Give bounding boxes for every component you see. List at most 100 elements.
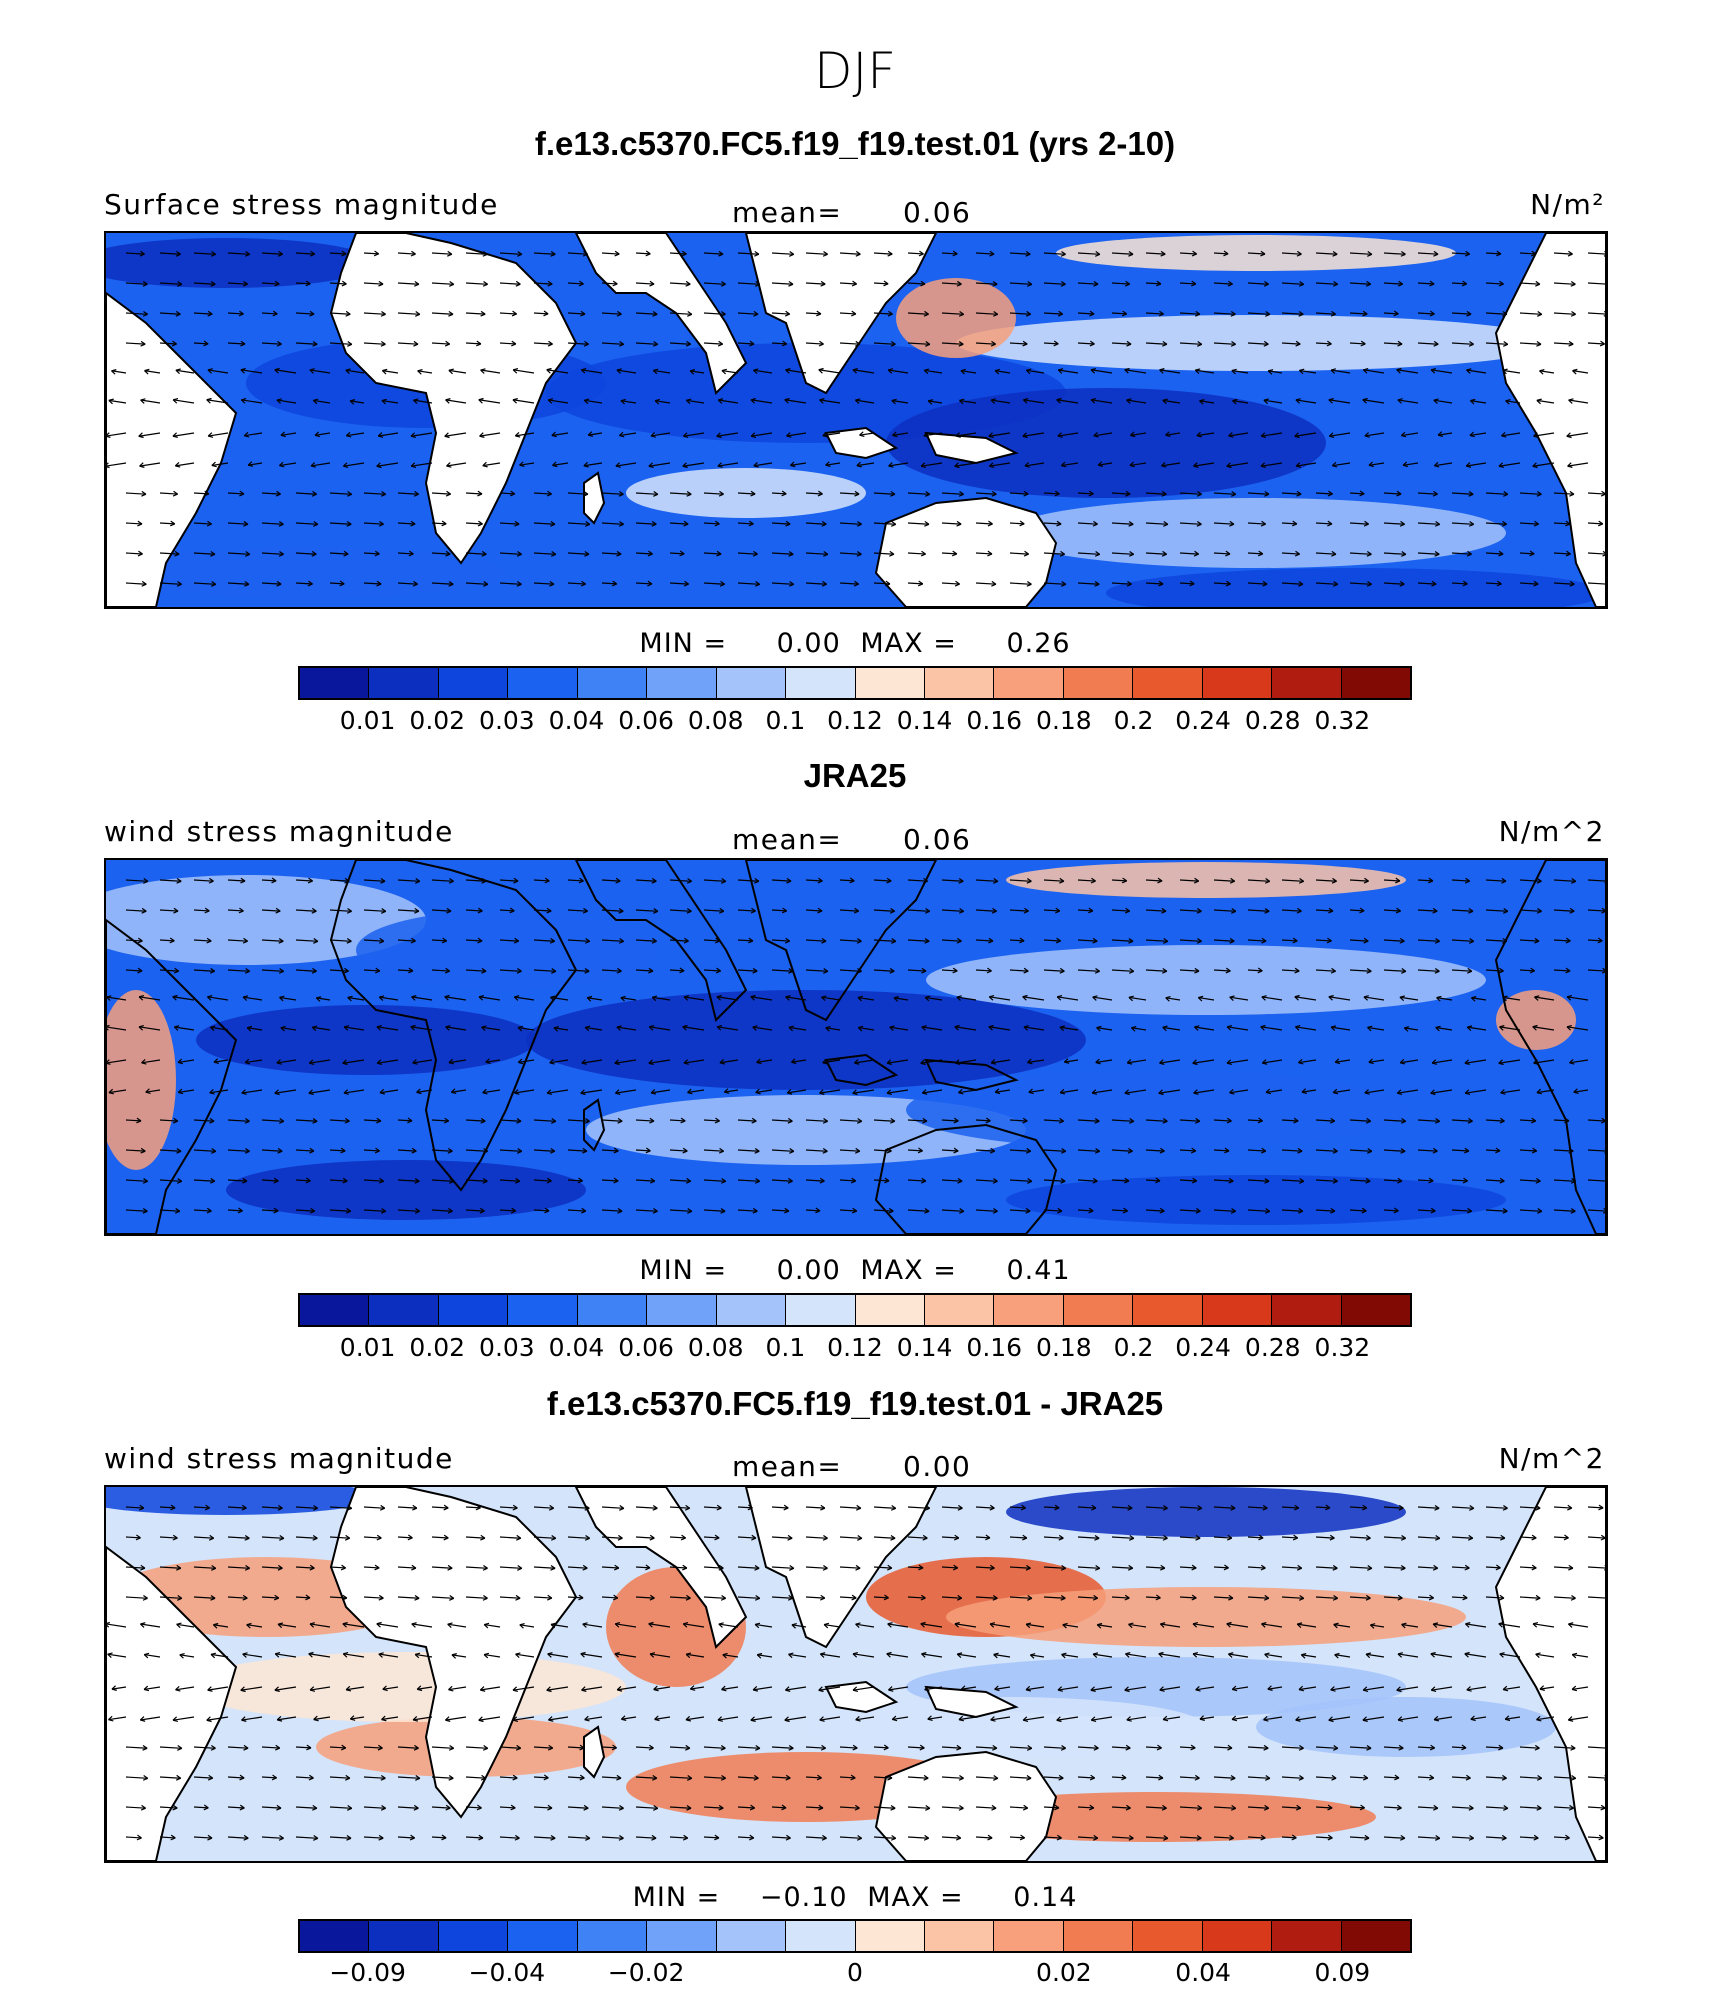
- wind-vector-head: [144, 368, 150, 375]
- wind-vector-head: [1257, 967, 1263, 974]
- wind-vector-head: [1058, 1117, 1065, 1124]
- wind-vector: [227, 492, 245, 495]
- wind-vector: [465, 1596, 488, 1599]
- wind-vector: [1145, 1149, 1165, 1152]
- wind-vector-head: [210, 280, 216, 287]
- wind-vector-head: [1536, 1774, 1543, 1781]
- wind-vector-head: [548, 1716, 554, 1722]
- wind-vector-head: [887, 1774, 893, 1781]
- wind-vector-head: [412, 1059, 418, 1065]
- wind-vector-head: [614, 1059, 620, 1066]
- wind-vector: [1587, 552, 1606, 555]
- wind-vector: [1500, 1089, 1521, 1094]
- wind-vector-head: [1359, 490, 1365, 497]
- wind-vector: [1349, 1149, 1372, 1152]
- wind-vector: [620, 400, 637, 404]
- colorbar-swatch: [1341, 668, 1410, 698]
- wind-vector: [1519, 1149, 1537, 1152]
- wind-vector: [737, 342, 755, 345]
- wind-vector: [1519, 552, 1535, 555]
- wind-vector-head: [1265, 310, 1271, 317]
- wind-vector-head: [1163, 937, 1169, 944]
- wind-vector: [941, 969, 958, 972]
- wind-vector: [757, 1654, 773, 1658]
- wind-vector-head: [1088, 907, 1094, 914]
- wind-vector: [376, 462, 399, 467]
- wind-vector-head: [1226, 462, 1232, 469]
- wind-vector-head: [1261, 1622, 1267, 1628]
- wind-vector: [1009, 1806, 1028, 1809]
- wind-vector: [907, 1119, 928, 1122]
- wind-vector: [635, 522, 657, 525]
- wind-vector-head: [781, 907, 788, 914]
- wind-vector: [1043, 342, 1059, 345]
- wind-vector: [261, 522, 284, 525]
- wind-vector-head: [754, 1147, 760, 1154]
- wind-vector: [1162, 399, 1181, 404]
- wind-vector: [295, 1566, 315, 1569]
- wind-vector: [1587, 1119, 1606, 1122]
- wind-vector: [1077, 1806, 1094, 1809]
- wind-vector-head: [482, 1744, 489, 1751]
- wind-vector: [1061, 1653, 1079, 1658]
- wind-vector: [1192, 1623, 1215, 1628]
- wind-vector-head: [784, 1207, 790, 1214]
- wind-vector-head: [1332, 280, 1339, 287]
- wind-vector-head: [1465, 462, 1472, 468]
- wind-vector: [1111, 252, 1134, 255]
- wind-vector: [615, 1089, 637, 1094]
- wind-vector-head: [547, 1594, 553, 1601]
- wind-vector: [533, 1209, 550, 1212]
- wind-vector-head: [719, 907, 725, 914]
- wind-vector-head: [958, 1715, 964, 1722]
- wind-vector-head: [988, 1024, 994, 1031]
- wind-vector-head: [585, 1834, 591, 1841]
- wind-vector: [617, 1686, 637, 1691]
- wind-vector: [1315, 1776, 1337, 1779]
- wind-vector: [465, 522, 483, 525]
- wind-vector: [1485, 1836, 1507, 1839]
- wind-vector: [1553, 1776, 1576, 1779]
- wind-vector: [141, 1059, 161, 1064]
- wind-vector: [261, 1209, 279, 1212]
- coastline: [329, 860, 578, 1192]
- wind-vector-head: [346, 490, 353, 497]
- wind-vector: [309, 369, 331, 374]
- wind-vector: [343, 1653, 365, 1658]
- coastline: [874, 1123, 1058, 1234]
- wind-vector-head: [1399, 1058, 1406, 1065]
- wind-vector: [975, 939, 994, 942]
- wind-vector: [892, 1716, 909, 1721]
- wind-vector-head: [1298, 1744, 1304, 1751]
- wind-vector: [873, 492, 895, 495]
- wind-vector: [1329, 432, 1351, 437]
- wind-vector: [308, 1089, 331, 1094]
- wind-vector: [635, 282, 655, 285]
- wind-vector: [839, 1506, 861, 1509]
- panel-2-units: N/m^2: [1498, 815, 1605, 848]
- wind-vector-head: [921, 1025, 927, 1031]
- wind-vector: [261, 492, 281, 495]
- wind-vector: [1434, 462, 1453, 467]
- wind-vector-head: [580, 580, 586, 587]
- wind-vector-head: [755, 1744, 761, 1751]
- wind-vector-head: [1225, 967, 1231, 974]
- wind-vector: [703, 1209, 726, 1212]
- wind-vector: [533, 1506, 554, 1509]
- wind-vector: [227, 1179, 247, 1182]
- wind-vector-head: [781, 490, 787, 497]
- wind-vector-head: [920, 1059, 926, 1066]
- colorbar-swatch: [1133, 668, 1203, 698]
- wind-vector: [771, 1596, 793, 1599]
- wind-vector: [703, 552, 722, 555]
- wind-vector-head: [1225, 550, 1231, 557]
- wind-vector-head: [273, 1177, 279, 1184]
- wind-vector-head: [993, 1774, 999, 1781]
- wind-vector: [1519, 1596, 1541, 1599]
- wind-vector: [1179, 312, 1200, 315]
- wind-vector: [159, 1506, 176, 1509]
- wind-vector-head: [788, 550, 794, 557]
- wind-vector: [499, 492, 515, 495]
- wind-vector-head: [1292, 937, 1298, 944]
- wind-vector-head: [580, 368, 587, 374]
